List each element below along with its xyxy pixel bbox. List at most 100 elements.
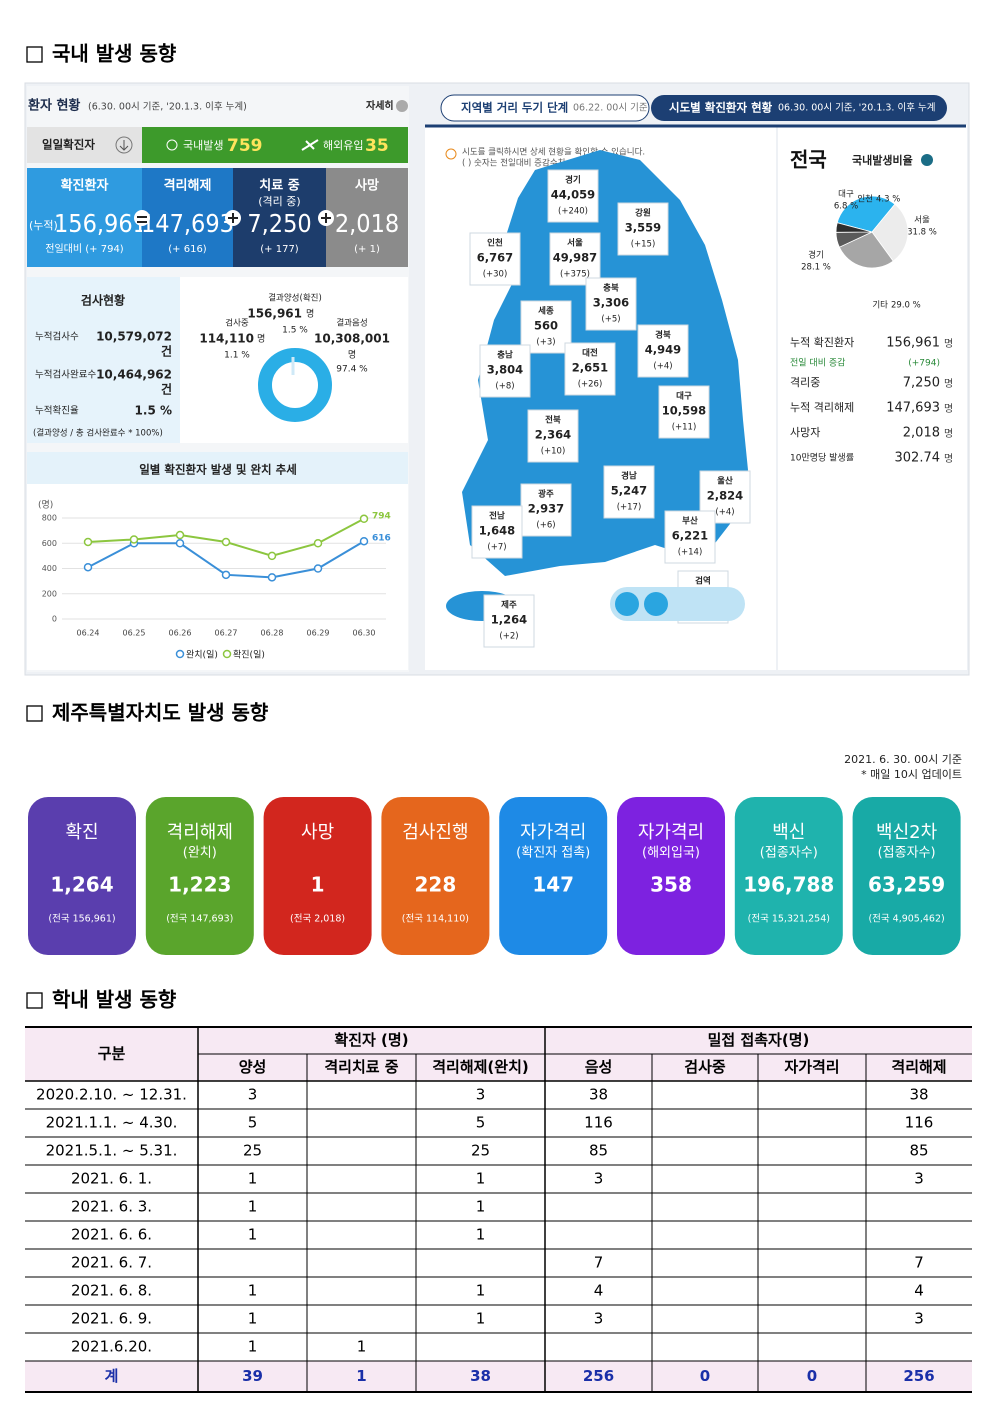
region-name: 제주 bbox=[501, 600, 517, 611]
region-box bbox=[549, 232, 601, 286]
summary-label: 격리중 bbox=[790, 376, 820, 389]
test-unit: 건 bbox=[161, 344, 172, 359]
card-title: 백신2차 bbox=[876, 822, 938, 843]
table-header: 격리해제(완치) bbox=[432, 1058, 529, 1076]
table-cell: 3 bbox=[914, 1310, 924, 1328]
region-box bbox=[603, 465, 655, 519]
card-value: 63,259 bbox=[868, 873, 945, 897]
stat-sub: (+ 1) bbox=[354, 244, 380, 255]
x-tick-label: 06.30 bbox=[353, 629, 376, 638]
section-heading: 제주특별자치도 발생 동향 bbox=[52, 701, 269, 725]
donut-pct: 1.5 % bbox=[282, 326, 308, 336]
section-heading: 학내 발생 동향 bbox=[52, 988, 177, 1012]
tests-title: 검사현황 bbox=[81, 293, 125, 308]
table-cell: 116 bbox=[584, 1114, 613, 1132]
table-header: 격리해제 bbox=[891, 1058, 946, 1076]
table-cell: 4 bbox=[914, 1282, 924, 1300]
x-tick-label: 06.24 bbox=[77, 629, 100, 638]
stat-card bbox=[27, 168, 142, 267]
pie-value: 29.0 % bbox=[891, 301, 921, 311]
region-name: 울산 bbox=[717, 476, 733, 487]
table-cell: 5 bbox=[476, 1114, 486, 1132]
detail-link[interactable]: 자세히 bbox=[366, 99, 394, 112]
region-box bbox=[520, 483, 572, 537]
stat-card bbox=[233, 168, 326, 267]
region-change: (+10) bbox=[541, 447, 566, 457]
pie-value: 6.8 % bbox=[834, 202, 858, 212]
map-info: 시도를 클릭하시면 상세 현황을 확인할 수 있습니다. bbox=[462, 147, 645, 158]
panel-note: (6.30. 00시 기준, '20.1.3. 이후 누계) bbox=[88, 101, 247, 113]
table-header: 음성 bbox=[585, 1058, 613, 1076]
card-title: 자가격리 bbox=[638, 822, 704, 843]
map-info: ( ) 숫자는 전일대비 증감수치 bbox=[462, 158, 565, 169]
region-change: (+4) bbox=[653, 362, 672, 372]
donut-unit: 명 bbox=[306, 309, 314, 320]
region-box bbox=[617, 202, 669, 256]
tab-title[interactable]: 지역별 거리 두기 단계 bbox=[461, 101, 568, 115]
table-cell: 2021. 6. 6. bbox=[71, 1226, 152, 1244]
checkbox bbox=[26, 992, 43, 1009]
table-cell: 1 bbox=[476, 1310, 486, 1328]
tab bbox=[440, 94, 650, 122]
donut-ring bbox=[258, 348, 332, 422]
summary-value: 7,250 bbox=[903, 376, 940, 391]
region-change: (+375) bbox=[560, 270, 590, 280]
stat-card bbox=[617, 797, 725, 955]
test-label: 누적검사완료수 bbox=[35, 369, 96, 381]
table-cell: 3 bbox=[248, 1086, 258, 1104]
stat-card bbox=[145, 797, 254, 955]
test-label: 누적검사수 bbox=[35, 331, 79, 343]
region-value: 3,804 bbox=[487, 363, 523, 377]
table-header: 검사중 bbox=[684, 1058, 726, 1076]
region-name: 부산 bbox=[682, 516, 698, 527]
table-total: 0 bbox=[807, 1367, 817, 1385]
region-box bbox=[483, 594, 535, 648]
summary-label: 사망자 bbox=[790, 426, 820, 439]
region-name: 광주 bbox=[538, 489, 554, 500]
table-cell: 25 bbox=[243, 1142, 262, 1160]
region-box bbox=[547, 169, 599, 223]
card-sub: (전국 15,321,254) bbox=[748, 914, 830, 925]
card-sub: (전국 4,905,462) bbox=[868, 914, 944, 925]
table-cell: 1 bbox=[248, 1198, 258, 1216]
region-name: 충북 bbox=[603, 283, 619, 294]
region-value: 6,221 bbox=[672, 529, 708, 543]
region-value: 3,559 bbox=[625, 221, 661, 235]
region-name: 검역 bbox=[695, 576, 711, 587]
point bbox=[221, 570, 231, 580]
donut-value: 156,961 bbox=[247, 307, 302, 321]
region-value: 3,306 bbox=[593, 296, 629, 310]
arrow-icon bbox=[115, 136, 133, 154]
test-label: 누적확진율 bbox=[35, 405, 79, 417]
stat-label: 확진환자 bbox=[61, 178, 109, 194]
card-title: (완치) bbox=[183, 846, 217, 861]
table-cell: 3 bbox=[594, 1170, 604, 1188]
daily-bg bbox=[142, 127, 408, 163]
region-box bbox=[471, 505, 523, 559]
point bbox=[313, 564, 323, 573]
card-value: 196,788 bbox=[743, 873, 834, 897]
region-value: 5,247 bbox=[611, 484, 647, 498]
test-value: 10,464,962 bbox=[96, 368, 172, 382]
stat-label: 사망 bbox=[355, 178, 379, 194]
table-cell: 85 bbox=[589, 1142, 608, 1160]
region-value: 1,648 bbox=[479, 524, 515, 538]
y-tick-label: 200 bbox=[42, 589, 57, 598]
region-value: 560 bbox=[534, 319, 558, 333]
domestic-value: 759 bbox=[227, 136, 263, 156]
table-cell: 3 bbox=[476, 1086, 486, 1104]
table-header: 격리치료 중 bbox=[324, 1058, 398, 1076]
quarantine-icon bbox=[615, 592, 639, 616]
summary-value: 2,018 bbox=[903, 426, 940, 441]
region-name: 강원 bbox=[635, 208, 651, 219]
test-unit: 건 bbox=[161, 382, 172, 397]
overseas-value: 35 bbox=[365, 136, 389, 156]
table-cell: 1 bbox=[476, 1226, 486, 1244]
tab-title[interactable]: 시도별 확진환자 현황 bbox=[669, 101, 773, 115]
panel-title: 환자 현황 bbox=[28, 98, 80, 114]
region-value: 2,824 bbox=[707, 489, 743, 503]
stat-sub: (+ 177) bbox=[260, 244, 299, 255]
nation-title: 전국 bbox=[790, 148, 827, 172]
x-tick-label: 06.27 bbox=[215, 629, 238, 638]
card-sub: (전국 114,110) bbox=[402, 914, 469, 925]
